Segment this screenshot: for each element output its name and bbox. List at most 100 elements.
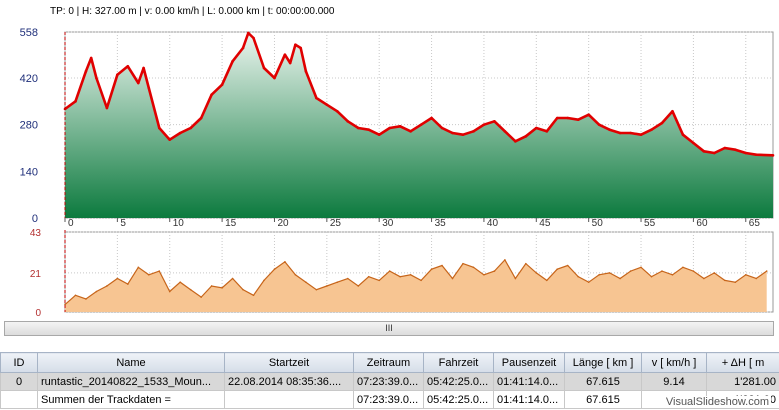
speed-point (755, 277, 758, 280)
elevation-point (336, 110, 339, 113)
cell-laenge: 67.615 (564, 390, 642, 409)
speed-point (200, 296, 202, 298)
speed-y-tick-label: 0 (35, 308, 41, 316)
elevation-point (702, 150, 706, 153)
elevation-point (147, 86, 151, 90)
elevation-point (461, 133, 465, 136)
speed-point (703, 277, 705, 280)
elevation-point (137, 81, 140, 85)
cell-fahrzeit: 05:42:25.0... (423, 390, 494, 409)
elevation-point (178, 131, 182, 135)
elevation-point (754, 153, 758, 156)
speed-point (158, 270, 161, 272)
speed-point (242, 288, 244, 291)
x-tick-label: 20 (277, 218, 289, 228)
elevation-point (199, 116, 203, 120)
elevation-point (597, 123, 601, 126)
speed-point (577, 275, 579, 278)
speed-point (545, 279, 548, 282)
elevation-point (126, 65, 130, 68)
cell-id: 0 (0, 372, 38, 391)
elevation-chart[interactable]: 558 420 280 140 0 0 5 10 15 20 25 30 35 40 45 50 55 60 65 (0, 22, 779, 228)
elevation-x-ticks: 0 5 10 15 20 25 30 35 40 45 50 55 60 65 (64, 218, 760, 228)
speed-chart[interactable]: 43 21 0 (0, 228, 779, 316)
speed-point (127, 283, 129, 285)
col-header-id[interactable]: ID (0, 352, 38, 373)
speed-point (724, 279, 726, 282)
elevation-point (84, 70, 88, 73)
elevation-point (692, 141, 695, 145)
elevation-point (555, 116, 559, 120)
speed-area-fill (65, 259, 767, 312)
elevation-point (430, 116, 433, 120)
speed-point (409, 273, 412, 276)
speed-point (210, 285, 213, 287)
speed-point (95, 290, 98, 293)
cell-startzeit: 22.08.2014 08:35:36.... (224, 372, 354, 391)
speed-point (189, 288, 192, 291)
x-tick-label: 25 (330, 218, 342, 228)
speed-y-tick-label: 43 (30, 228, 42, 239)
cell-speed: 9.14 (641, 372, 707, 391)
cell-laenge: 67.615 (564, 372, 642, 391)
track-table[interactable]: ID Name Startzeit Zeitraum Fahrzeit Paus… (0, 352, 779, 409)
col-header-speed[interactable]: v [ km/h ] (641, 352, 707, 373)
speed-point (765, 270, 768, 272)
elevation-y-tick-label: 420 (20, 73, 38, 85)
watermark: VisualSlideshow.com (663, 396, 771, 408)
speed-point (692, 270, 695, 272)
speed-point (74, 294, 77, 297)
table-row[interactable]: 0 runtastic_20140822_1533_Moun... 22.08.… (0, 372, 779, 391)
speed-point (346, 277, 349, 280)
col-header-laenge[interactable]: Länge [ km ] (564, 352, 642, 373)
speed-point (147, 273, 150, 276)
elevation-point (246, 31, 250, 35)
x-tick-label: 60 (696, 218, 708, 228)
elevation-point (535, 126, 538, 130)
col-header-fahrzeit[interactable]: Fahrzeit (423, 352, 494, 373)
elevation-point (545, 130, 549, 133)
speed-point (168, 290, 171, 293)
speed-point (64, 303, 66, 306)
col-header-zeitraum[interactable]: Zeitraum (353, 352, 424, 373)
speed-series-line (64, 258, 768, 306)
elevation-point (304, 70, 308, 73)
x-tick-label: 55 (644, 218, 656, 228)
speed-point (483, 273, 485, 276)
elevation-point (733, 148, 737, 151)
elevation-point (771, 154, 775, 157)
speed-point (116, 277, 119, 280)
cell-zeitraum: 07:23:39.0... (353, 390, 424, 409)
elevation-point (273, 76, 276, 80)
splitter-grip-label: III (385, 323, 393, 333)
speed-point (608, 272, 611, 274)
elevation-point (388, 126, 391, 130)
col-header-startzeit[interactable]: Startzeit (224, 352, 354, 373)
x-tick-label: 45 (539, 218, 551, 228)
col-header-pausenzeit[interactable]: Pausenzeit (493, 352, 565, 373)
elevation-point (367, 128, 371, 131)
speed-area (64, 258, 768, 312)
speed-point (273, 268, 276, 271)
col-header-elevation-gain[interactable]: + ΔH [ m (706, 352, 779, 373)
elevation-point (288, 61, 292, 65)
elevation-point (744, 151, 748, 155)
speed-point (263, 279, 265, 282)
speed-y-tick-label: 21 (30, 269, 42, 280)
table-header-row: ID Name Startzeit Zeitraum Fahrzeit Paus… (0, 352, 779, 373)
speed-point (252, 294, 255, 297)
col-header-name[interactable]: Name (37, 352, 225, 373)
x-tick-label: 50 (592, 218, 604, 228)
speed-point (682, 266, 684, 269)
elevation-point (482, 123, 486, 126)
x-tick-label: 10 (173, 218, 185, 228)
speed-y-ticks: 43 21 0 (30, 228, 42, 316)
speed-point (430, 268, 433, 271)
elevation-point (325, 103, 329, 106)
cell-fahrzeit: 05:42:25.0... (423, 372, 494, 391)
elevation-point (377, 133, 381, 136)
panel-splitter[interactable]: III (4, 321, 774, 336)
table-row-summary[interactable]: Summen der Trackdaten = 07:23:39.0... 05… (0, 390, 779, 409)
elevation-point (409, 130, 412, 133)
elevation-y-ticks: 558 420 280 140 0 (20, 27, 38, 225)
